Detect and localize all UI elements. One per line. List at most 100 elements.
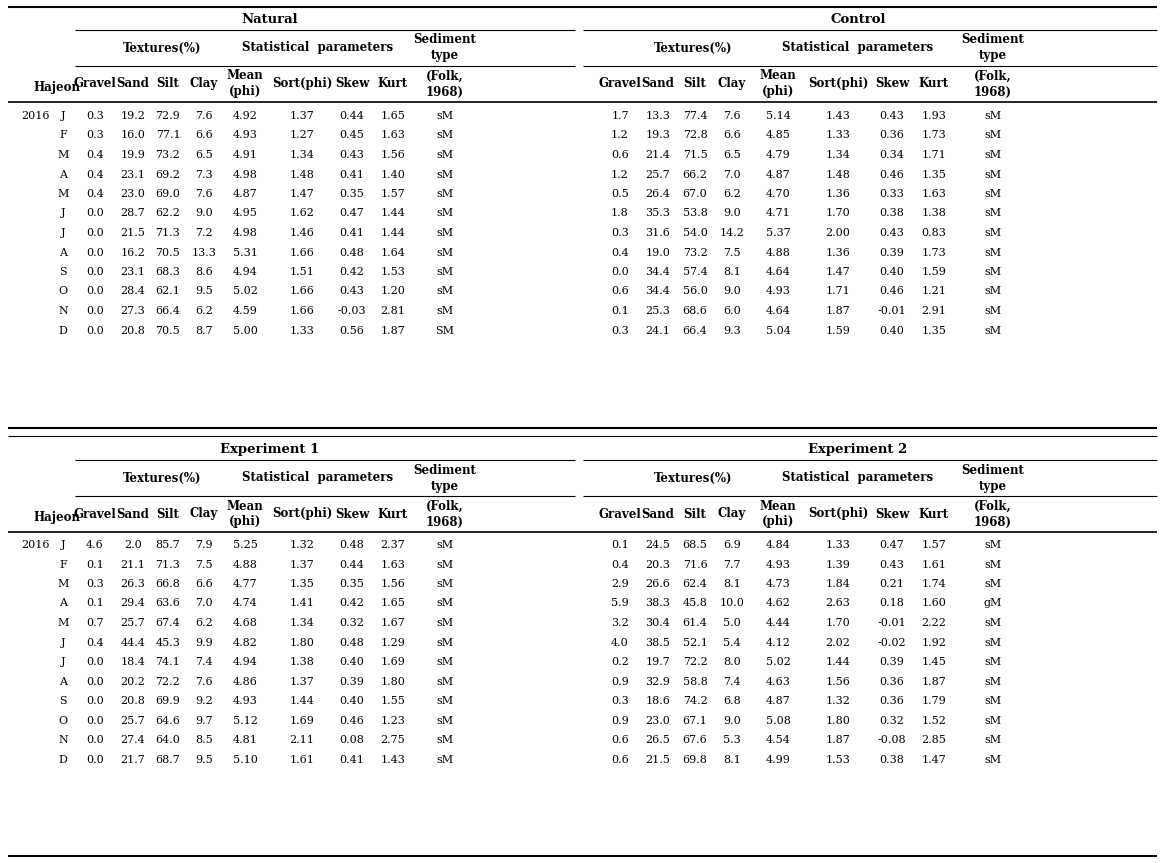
Text: 0.4: 0.4 xyxy=(612,559,629,570)
Text: 1.21: 1.21 xyxy=(922,287,946,297)
Text: 2.11: 2.11 xyxy=(290,735,315,745)
Text: SM: SM xyxy=(436,325,454,336)
Text: Sort(phi): Sort(phi) xyxy=(271,78,332,91)
Text: 0.48: 0.48 xyxy=(339,540,365,550)
Text: 1968): 1968) xyxy=(974,85,1012,98)
Text: sM: sM xyxy=(437,287,453,297)
Text: 10.0: 10.0 xyxy=(720,599,744,608)
Text: Skew: Skew xyxy=(334,78,369,91)
Text: 1.35: 1.35 xyxy=(290,579,315,589)
Text: 16.0: 16.0 xyxy=(120,130,146,141)
Text: sM: sM xyxy=(984,559,1002,570)
Text: 1.87: 1.87 xyxy=(381,325,405,336)
Text: 1.43: 1.43 xyxy=(826,111,850,121)
Text: 1.53: 1.53 xyxy=(826,754,850,765)
Text: 1.29: 1.29 xyxy=(381,638,405,647)
Text: 68.6: 68.6 xyxy=(683,306,707,316)
Text: 5.14: 5.14 xyxy=(765,111,790,121)
Text: 1.65: 1.65 xyxy=(381,111,405,121)
Text: 5.08: 5.08 xyxy=(765,715,790,726)
Text: 1.44: 1.44 xyxy=(290,696,315,706)
Text: 18.4: 18.4 xyxy=(120,657,146,667)
Text: 1.61: 1.61 xyxy=(290,754,315,765)
Text: 7.6: 7.6 xyxy=(196,111,213,121)
Text: 4.44: 4.44 xyxy=(765,618,790,628)
Text: 7.6: 7.6 xyxy=(723,111,741,121)
Text: Gravel: Gravel xyxy=(73,507,116,520)
Text: 21.7: 21.7 xyxy=(121,754,146,765)
Text: sM: sM xyxy=(437,618,453,628)
Text: sM: sM xyxy=(437,169,453,180)
Text: (phi): (phi) xyxy=(762,85,795,98)
Text: 19.3: 19.3 xyxy=(645,130,670,141)
Text: 0.47: 0.47 xyxy=(340,209,365,218)
Text: 68.5: 68.5 xyxy=(683,540,707,550)
Text: 61.4: 61.4 xyxy=(683,618,707,628)
Text: sM: sM xyxy=(984,209,1002,218)
Text: 1.44: 1.44 xyxy=(381,228,405,238)
Text: J: J xyxy=(61,111,65,121)
Text: 5.3: 5.3 xyxy=(723,735,741,745)
Text: 68.3: 68.3 xyxy=(156,267,181,277)
Text: (Folk,: (Folk, xyxy=(974,70,1012,83)
Text: 1.80: 1.80 xyxy=(290,638,315,647)
Text: 0.4: 0.4 xyxy=(86,638,104,647)
Text: 29.4: 29.4 xyxy=(120,599,146,608)
Text: 7.4: 7.4 xyxy=(723,677,741,686)
Text: 26.6: 26.6 xyxy=(645,579,670,589)
Text: D: D xyxy=(58,754,68,765)
Text: 2.75: 2.75 xyxy=(381,735,405,745)
Text: 56.0: 56.0 xyxy=(683,287,707,297)
Text: 6.2: 6.2 xyxy=(195,306,213,316)
Text: 1.79: 1.79 xyxy=(922,696,946,706)
Text: 1.73: 1.73 xyxy=(922,248,946,257)
Text: 9.9: 9.9 xyxy=(195,638,213,647)
Text: 19.7: 19.7 xyxy=(645,657,670,667)
Text: 1.32: 1.32 xyxy=(826,696,850,706)
Text: (phi): (phi) xyxy=(762,515,795,528)
Text: 0.46: 0.46 xyxy=(880,287,904,297)
Text: 0.2: 0.2 xyxy=(612,657,629,667)
Text: 0.40: 0.40 xyxy=(880,267,904,277)
Text: 4.68: 4.68 xyxy=(233,618,257,628)
Text: Sand: Sand xyxy=(116,507,149,520)
Text: 1.20: 1.20 xyxy=(381,287,405,297)
Text: sM: sM xyxy=(984,189,1002,199)
Text: Statistical  parameters: Statistical parameters xyxy=(242,471,394,484)
Text: 4.77: 4.77 xyxy=(233,579,257,589)
Text: 5.4: 5.4 xyxy=(723,638,741,647)
Text: 0.41: 0.41 xyxy=(339,754,365,765)
Text: 0.3: 0.3 xyxy=(612,325,629,336)
Text: 1968): 1968) xyxy=(426,85,464,98)
Text: 4.81: 4.81 xyxy=(233,735,257,745)
Text: 4.93: 4.93 xyxy=(233,130,257,141)
Text: 1.61: 1.61 xyxy=(922,559,946,570)
Text: 5.12: 5.12 xyxy=(233,715,257,726)
Text: Sediment: Sediment xyxy=(414,34,476,47)
Text: 0.44: 0.44 xyxy=(339,559,365,570)
Text: 1.92: 1.92 xyxy=(922,638,946,647)
Text: 24.5: 24.5 xyxy=(645,540,670,550)
Text: 8.7: 8.7 xyxy=(196,325,213,336)
Text: 70.5: 70.5 xyxy=(156,248,181,257)
Text: 1.63: 1.63 xyxy=(381,559,405,570)
Text: 0.4: 0.4 xyxy=(86,189,104,199)
Text: 1.53: 1.53 xyxy=(381,267,405,277)
Text: -0.02: -0.02 xyxy=(877,638,906,647)
Text: 1.44: 1.44 xyxy=(826,657,850,667)
Text: 77.4: 77.4 xyxy=(683,111,707,121)
Text: 1.59: 1.59 xyxy=(826,325,850,336)
Text: 0.0: 0.0 xyxy=(86,754,104,765)
Text: 71.5: 71.5 xyxy=(683,150,707,160)
Text: 7.9: 7.9 xyxy=(196,540,213,550)
Text: (Folk,: (Folk, xyxy=(974,500,1012,513)
Text: Hajeon: Hajeon xyxy=(33,512,80,525)
Text: 0.0: 0.0 xyxy=(86,657,104,667)
Text: 1.55: 1.55 xyxy=(381,696,405,706)
Text: 8.1: 8.1 xyxy=(723,754,741,765)
Text: 4.86: 4.86 xyxy=(233,677,257,686)
Text: 1.8: 1.8 xyxy=(612,209,629,218)
Text: 5.37: 5.37 xyxy=(765,228,790,238)
Text: 0.1: 0.1 xyxy=(86,599,104,608)
Text: Sediment: Sediment xyxy=(414,463,476,476)
